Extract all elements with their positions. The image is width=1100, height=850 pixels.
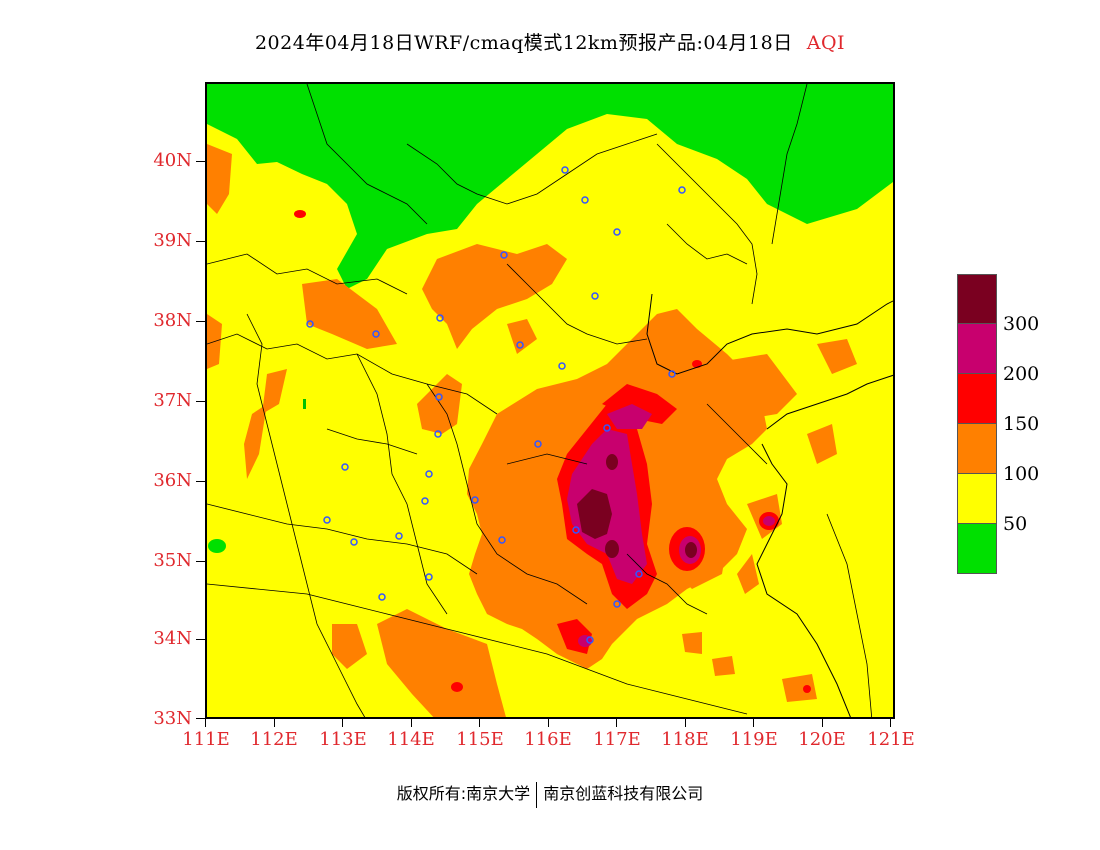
lat-label-34n: 34N bbox=[153, 628, 192, 649]
unhealthy-small-3 bbox=[803, 685, 811, 693]
hazardous-south bbox=[605, 540, 619, 558]
hazardous-east bbox=[685, 542, 697, 558]
moderate-far-east bbox=[807, 424, 837, 464]
legend-label-300: 300 bbox=[1003, 313, 1040, 335]
legend-swatch-very-unhealthy bbox=[957, 324, 997, 374]
lon-tick bbox=[822, 719, 823, 727]
lon-tick bbox=[753, 719, 754, 727]
legend-swatch-good bbox=[957, 524, 997, 574]
aqi-legend bbox=[957, 274, 997, 574]
legend-swatch-sensitive bbox=[957, 424, 997, 474]
lon-label-111e: 111E bbox=[182, 729, 230, 750]
good-region-north bbox=[207, 84, 893, 289]
lat-label-33n: 33N bbox=[153, 708, 192, 729]
moderate-east-ext bbox=[707, 354, 797, 419]
lon-label-113e: 113E bbox=[319, 729, 367, 750]
lon-label-115e: 115E bbox=[456, 729, 504, 750]
lon-label-114e: 114E bbox=[387, 729, 435, 750]
copyright-footer: 版权所有:南京大学 南京创蓝科技有限公司 bbox=[0, 780, 1100, 808]
good-spot-west bbox=[208, 539, 226, 553]
lon-tick bbox=[685, 719, 686, 727]
very-unhealthy-coast bbox=[763, 516, 775, 526]
good-region-east bbox=[727, 104, 867, 149]
moderate-s2-spot bbox=[712, 656, 735, 676]
moderate-se-spot bbox=[782, 674, 817, 702]
lon-label-116e: 116E bbox=[524, 729, 572, 750]
lon-tick bbox=[274, 719, 275, 727]
moderate-west-blob bbox=[332, 624, 367, 669]
lat-tick bbox=[196, 639, 205, 640]
lat-label-35n: 35N bbox=[153, 550, 192, 571]
moderate-streak-1 bbox=[262, 369, 287, 414]
moderate-west-top bbox=[207, 144, 232, 214]
lon-tick bbox=[411, 719, 412, 727]
lat-tick bbox=[196, 481, 205, 482]
lon-tick bbox=[342, 719, 343, 727]
unhealthy-small-4 bbox=[451, 682, 463, 692]
lon-tick bbox=[205, 719, 206, 727]
lat-label-40n: 40N bbox=[153, 150, 192, 171]
hazardous-north bbox=[606, 454, 618, 470]
legend-label-50: 50 bbox=[1003, 513, 1028, 535]
moderate-coast-2 bbox=[737, 554, 759, 594]
unhealthy-small-2 bbox=[692, 360, 702, 368]
moderate-patch-2 bbox=[417, 374, 462, 434]
moderate-ne bbox=[817, 339, 857, 374]
lon-label-119e: 119E bbox=[730, 729, 778, 750]
lat-tick bbox=[196, 321, 205, 322]
title-text: 2024年04月18日WRF/cmaq模式12km预报产品:04月18日 bbox=[254, 32, 793, 54]
lon-tick bbox=[616, 719, 617, 727]
lat-tick bbox=[196, 561, 205, 562]
lon-tick bbox=[548, 719, 549, 727]
moderate-s-spot bbox=[682, 632, 702, 654]
moderate-patch-3 bbox=[507, 319, 537, 354]
unhealthy-north bbox=[602, 384, 677, 424]
legend-swatch-moderate bbox=[957, 474, 997, 524]
moderate-sw-corner bbox=[437, 684, 506, 717]
lon-label-117e: 117E bbox=[593, 729, 641, 750]
lat-label-38n: 38N bbox=[153, 310, 192, 331]
moderate-patch-1 bbox=[302, 279, 397, 349]
map-title: 2024年04月18日WRF/cmaq模式12km预报产品:04月18日 AQI bbox=[0, 28, 1100, 55]
legend-label-100: 100 bbox=[1003, 463, 1040, 485]
hazardous-core bbox=[577, 489, 612, 539]
lon-tick bbox=[890, 719, 891, 727]
copyright-left: 版权所有:南京大学 bbox=[396, 784, 531, 803]
lon-label-118e: 118E bbox=[661, 729, 709, 750]
lat-tick bbox=[196, 718, 205, 719]
lon-label-112e: 112E bbox=[250, 729, 298, 750]
unhealthy-small-1 bbox=[294, 210, 306, 218]
moderate-band-north bbox=[422, 244, 567, 349]
legend-label-150: 150 bbox=[1003, 413, 1040, 435]
lat-tick bbox=[196, 241, 205, 242]
lon-label-121e: 121E bbox=[867, 729, 915, 750]
province-boundaries bbox=[207, 84, 873, 717]
lat-label-39n: 39N bbox=[153, 230, 192, 251]
legend-label-200: 200 bbox=[1003, 363, 1040, 385]
footer-separator bbox=[536, 781, 538, 808]
lat-label-36n: 36N bbox=[153, 470, 192, 491]
moderate-south-west bbox=[377, 609, 497, 717]
moderate-streak-2 bbox=[244, 404, 267, 479]
aqi-map bbox=[205, 82, 895, 719]
lon-label-120e: 120E bbox=[798, 729, 846, 750]
lat-tick bbox=[196, 401, 205, 402]
map-canvas bbox=[207, 84, 893, 717]
legend-swatch-hazardous bbox=[957, 274, 997, 324]
lat-tick bbox=[196, 161, 205, 162]
very-unhealthy-north bbox=[607, 404, 652, 429]
lat-label-37n: 37N bbox=[153, 390, 192, 411]
city-markers bbox=[306, 166, 686, 644]
copyright-right: 南京创蓝科技有限公司 bbox=[543, 784, 704, 803]
variable-label: AQI bbox=[806, 32, 846, 54]
legend-swatch-unhealthy bbox=[957, 374, 997, 424]
coastline bbox=[646, 293, 893, 717]
lon-tick bbox=[479, 719, 480, 727]
